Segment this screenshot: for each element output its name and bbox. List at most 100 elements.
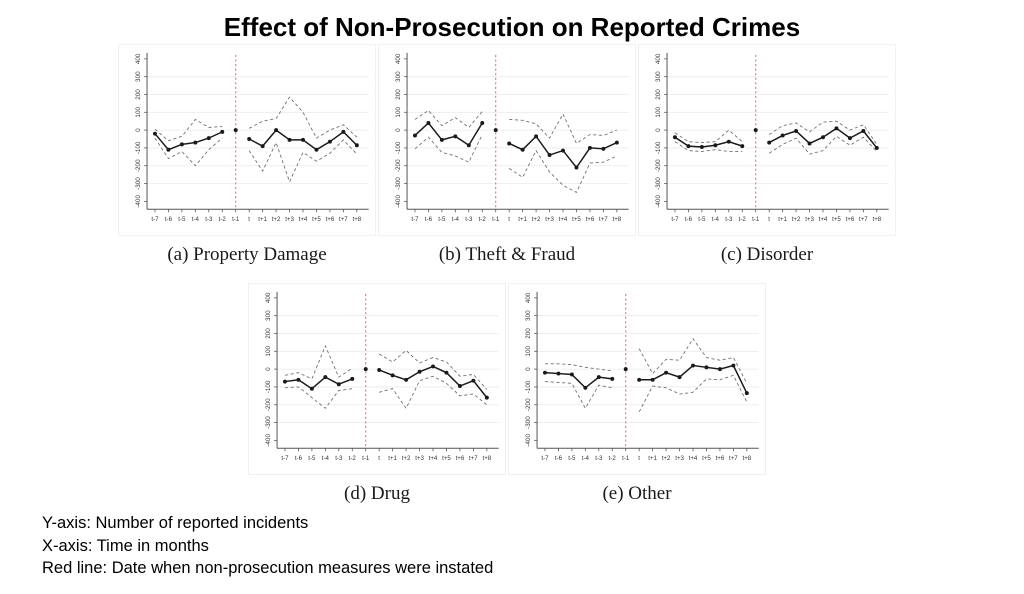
x-tick-label: t-2 (739, 216, 747, 223)
x-tick-label: t-3 (725, 216, 733, 223)
estimate-point (453, 134, 458, 139)
estimate-point (623, 367, 628, 372)
estimate-point (412, 133, 417, 138)
x-tick-label: t+7 (599, 216, 608, 223)
y-tick-label: 0 (525, 367, 532, 371)
y-tick-label: -300 (655, 177, 662, 190)
x-tick-label: t-4 (192, 216, 200, 223)
y-tick-label: 0 (655, 128, 662, 132)
ci-upper-line (414, 109, 483, 129)
x-tick-label: t+2 (662, 455, 671, 462)
estimate-point (377, 368, 382, 372)
x-tick-label: t+4 (299, 216, 308, 223)
estimate-point (166, 147, 171, 152)
estimate-point (596, 375, 601, 380)
estimate-point (426, 121, 431, 125)
x-tick-label: t+3 (675, 455, 684, 462)
x-tick-label: t-6 (555, 455, 563, 462)
x-tick-label: t-6 (295, 455, 303, 462)
estimate-point (807, 141, 812, 146)
x-tick-label: t-1 (492, 216, 500, 223)
figure-title: Effect of Non-Prosecution on Reported Cr… (223, 12, 801, 42)
x-tick-label: t+8 (613, 216, 622, 223)
estimate-point (480, 121, 485, 125)
estimate-point (637, 377, 642, 382)
estimate-point (731, 363, 736, 368)
estimate-point (699, 145, 704, 150)
y-tick-label: 200 (525, 328, 532, 339)
ci-upper-line (638, 338, 748, 384)
estimate-point (220, 129, 225, 134)
panel-other: 400 300 200 100 0 -100 -200 -300 -400 t-7 t-6 t-5 t-… (508, 283, 766, 505)
y-tick-label: -100 (135, 141, 142, 154)
estimate-point (753, 128, 758, 133)
x-tick-label: t-1 (752, 216, 760, 223)
x-tick-label: t-4 (322, 455, 330, 462)
x-tick-label: t+4 (689, 455, 698, 462)
footnote-y-axis: Y-axis: Number of reported incidents (42, 514, 309, 532)
x-tick-label: t-3 (465, 216, 473, 223)
x-tick-label: t+1 (648, 455, 657, 462)
y-tick-label: -400 (655, 195, 662, 208)
estimate-line (674, 136, 743, 148)
y-tick-label: 200 (655, 89, 662, 100)
footnote-x-axis: X-axis: Time in months (42, 536, 209, 555)
ci-lower-line (508, 149, 618, 194)
estimate-point (650, 377, 655, 382)
x-tick-label: t-5 (568, 455, 576, 462)
y-tick-label: 400 (525, 292, 532, 303)
ci-upper-line (509, 113, 618, 145)
panel-row-top: 400 300 200 100 0 -100 -200 -300 -400 t-7 t-6 t-5 t-… (118, 44, 896, 266)
x-tick-label: t-5 (308, 455, 316, 462)
x-tick-label: t+7 (339, 216, 348, 223)
estimate-point (574, 165, 579, 170)
y-tick-label: -200 (135, 159, 142, 172)
x-tick-label: t+3 (285, 216, 294, 223)
estimate-point (354, 143, 359, 148)
y-tick-label: -200 (265, 398, 272, 411)
y-tick-label: 300 (265, 310, 272, 321)
x-tick-label: t-1 (232, 216, 240, 223)
x-tick-label: t+8 (743, 455, 752, 462)
y-tick-label: 100 (395, 107, 402, 118)
estimate-point (466, 143, 471, 148)
x-tick-label: t-6 (425, 216, 433, 223)
x-tick-label: t-4 (452, 216, 460, 223)
estimate-point (556, 371, 561, 376)
estimate-point (587, 145, 592, 150)
panel-theft-fraud: 400 300 200 100 0 -100 -200 -300 -400 t-7 t-6 t-5 t-… (378, 44, 636, 266)
estimate-point (664, 370, 669, 375)
x-tick-label: t+2 (272, 216, 281, 223)
x-tick-label: t-1 (362, 455, 370, 462)
ci-upper-line (248, 96, 358, 139)
estimate-point (861, 129, 866, 133)
chart-drug: 400 300 200 100 0 -100 -200 -300 -400 t-7 t-6 t-5 t-… (248, 283, 506, 475)
y-tick-label: 300 (525, 310, 532, 321)
estimate-point (744, 391, 749, 396)
x-tick-label: t-5 (698, 216, 706, 223)
x-tick-label: t+5 (572, 216, 581, 223)
y-tick-label: -100 (265, 380, 272, 393)
ci-lower-line (248, 139, 358, 183)
x-tick-label: t-3 (595, 455, 603, 462)
estimate-point (740, 144, 745, 149)
x-tick-label: t-1 (622, 455, 630, 462)
estimate-point (206, 136, 211, 141)
y-tick-label: 400 (265, 292, 272, 303)
estimate-point (152, 131, 157, 136)
x-tick-label: t+8 (483, 455, 492, 462)
x-tick-label: t+4 (819, 216, 828, 223)
ci-lower-line (638, 374, 748, 413)
estimate-point (691, 363, 695, 368)
estimate-line (284, 376, 353, 390)
ci-lower-line (154, 137, 223, 167)
x-tick-label: t-2 (479, 216, 487, 223)
x-tick-label: t+4 (429, 455, 438, 462)
estimate-point (493, 128, 498, 133)
y-tick-label: 100 (265, 346, 272, 357)
y-tick-label: -100 (395, 141, 402, 154)
estimate-point (247, 137, 252, 141)
estimate-point (439, 137, 444, 142)
estimate-point (534, 134, 539, 139)
panel-drug: 400 300 200 100 0 -100 -200 -300 -400 t-7 t-6 t-5 t-… (248, 283, 506, 505)
